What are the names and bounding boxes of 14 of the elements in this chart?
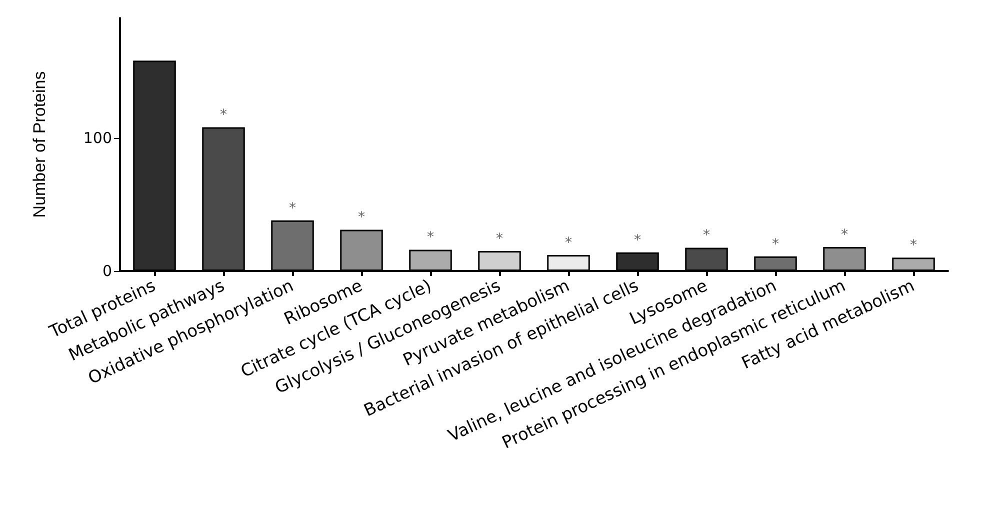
data-label: * <box>565 235 572 252</box>
data-label: * <box>634 232 641 248</box>
y-tick-label: 0 <box>102 262 112 280</box>
data-label: * <box>772 236 779 252</box>
data-label: * <box>841 227 848 244</box>
data-label: * <box>427 230 434 246</box>
data-label: * <box>289 200 296 216</box>
data-label: * <box>496 231 503 248</box>
data-label: * <box>910 238 917 254</box>
y-tick-label: 100 <box>83 128 112 147</box>
data-label: * <box>358 210 365 226</box>
y-axis-title: Number of Proteins <box>30 71 49 218</box>
data-label: * <box>220 107 227 124</box>
data-label: * <box>703 228 710 244</box>
